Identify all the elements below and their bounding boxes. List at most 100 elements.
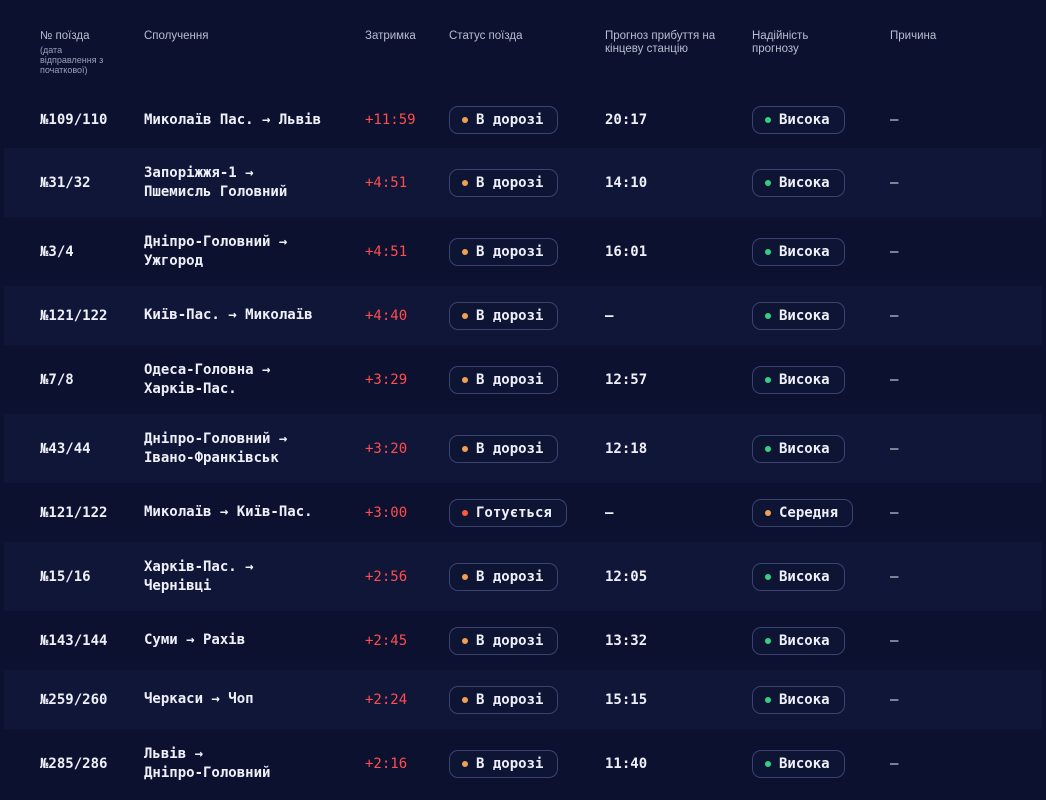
route: Одеса-Головна → Харків-Пас. <box>144 345 354 414</box>
table-row[interactable]: №121/122 Миколаїв → Київ-Пас. +3:00 Готу… <box>4 483 1042 542</box>
reliability-dot-icon <box>765 573 771 580</box>
reliability-badge: Висока <box>752 685 845 714</box>
delay-value: +3:29 <box>365 371 408 388</box>
eta-value: 12:05 <box>605 568 648 585</box>
table-row[interactable]: №15/16 Харків-Пас. → Чернівці +2:56 В дор… <box>4 542 1042 611</box>
reliability-cell: Висока <box>752 345 845 414</box>
reliability-badge: Висока <box>752 106 845 134</box>
eta-value: 20:17 <box>605 112 648 128</box>
reason-value: — <box>890 174 899 191</box>
reliability-label: Висока <box>779 371 830 388</box>
reliability-dot-icon <box>765 760 771 767</box>
status-label: В дорозі <box>476 440 544 457</box>
status-dot-icon <box>462 312 468 319</box>
header-eta: Прогноз прибуття на кінцеву станцію <box>605 30 716 55</box>
reliability-dot-icon <box>765 179 771 186</box>
route-line: Ужгород <box>144 252 204 269</box>
reliability-dot-icon <box>765 376 771 383</box>
delay-value: +4:40 <box>365 307 408 324</box>
status-dot-icon <box>462 248 468 255</box>
reason-value: — <box>890 440 899 457</box>
route: Черкаси → Чоп <box>144 670 354 729</box>
status-cell: В дорозі <box>449 611 559 670</box>
status-dot-icon <box>462 509 468 516</box>
reason-value: — <box>890 504 899 521</box>
status-cell: В дорозі <box>449 414 559 483</box>
delay-value: +2:24 <box>365 691 408 708</box>
status-label: В дорозі <box>476 243 544 260</box>
table-row[interactable]: №143/144 Суми → Рахів +2:45 В дорозі 13:… <box>4 611 1042 670</box>
status-cell: В дорозі <box>449 148 559 217</box>
train-number: №43/44 <box>40 440 91 457</box>
train-number: №285/286 <box>40 755 108 772</box>
train-number: №121/122 <box>40 307 108 324</box>
delay-value: +4:51 <box>365 243 408 260</box>
table-row[interactable]: №7/8 Одеса-Головна → Харків-Пас. +3:29 В … <box>4 345 1042 414</box>
table-row[interactable]: №31/32 Запоріжжя-1 → Пшемисль Головний +4… <box>4 148 1042 217</box>
delay-value: +4:51 <box>365 174 408 191</box>
route: Дніпро-Головний → Івано-Франківськ <box>144 414 354 483</box>
delay-value: +2:45 <box>365 632 408 649</box>
table-row[interactable]: №3/4 Дніпро-Головний → Ужгород +4:51 В до… <box>4 217 1042 286</box>
reliability-label: Висока <box>779 307 830 324</box>
status-cell: В дорозі <box>449 670 559 729</box>
reliability-badge: Висока <box>752 168 845 197</box>
reliability-label: Висока <box>779 691 830 708</box>
route-line: Львів → <box>144 745 204 762</box>
status-label: В дорозі <box>476 632 544 649</box>
reason-value: — <box>890 632 899 649</box>
route-line: Дніпро-Головний <box>144 764 271 781</box>
route-line: Київ-Пас. → Миколаїв <box>144 307 313 323</box>
table-row[interactable]: №109/110 Миколаїв Пас. → Львів +11:59 В … <box>4 92 1042 148</box>
status-cell: В дорозі <box>449 92 559 148</box>
status-label: В дорозі <box>476 755 544 772</box>
reason-value: — <box>890 755 899 772</box>
table-row[interactable]: №121/122 Київ-Пас. → Миколаїв +4:40 В до… <box>4 286 1042 345</box>
reliability-badge: Висока <box>752 301 845 330</box>
table-header: № поїзда (дата відправлення з початкової… <box>4 0 1042 92</box>
header-route: Сполучення <box>144 30 209 42</box>
reliability-badge: Висока <box>752 749 845 778</box>
reliability-dot-icon <box>765 445 771 452</box>
reliability-cell: Висока <box>752 92 845 148</box>
status-cell: В дорозі <box>449 542 559 611</box>
reliability-cell: Висока <box>752 542 845 611</box>
header-reliability: Надійність прогнозу <box>752 30 809 55</box>
eta-value: 12:18 <box>605 440 648 457</box>
route-line: Дніпро-Головний → <box>144 233 288 250</box>
status-cell: В дорозі <box>449 286 559 345</box>
reliability-label: Середня <box>779 504 839 521</box>
reason-value: — <box>890 112 899 128</box>
reliability-dot-icon <box>765 248 771 255</box>
route-line: Суми → Рахів <box>144 632 246 648</box>
train-number: №15/16 <box>40 568 91 585</box>
status-dot-icon <box>462 445 468 452</box>
reliability-cell: Висока <box>752 217 845 286</box>
table-row[interactable]: №285/286 Львів → Дніпро-Головний +2:16 В … <box>4 729 1042 798</box>
status-label: В дорозі <box>476 112 544 128</box>
reliability-label: Висока <box>779 112 830 128</box>
eta-value: — <box>605 504 614 521</box>
reliability-badge: Висока <box>752 562 845 591</box>
route-line: Чернівці <box>144 577 212 594</box>
status-dot-icon <box>462 696 468 703</box>
reliability-cell: Висока <box>752 611 845 670</box>
reliability-cell: Висока <box>752 670 845 729</box>
train-number: №109/110 <box>40 112 108 128</box>
status-label: В дорозі <box>476 174 544 191</box>
reliability-badge: Висока <box>752 434 845 463</box>
train-number: №143/144 <box>40 632 108 649</box>
reliability-badge: Висока <box>752 237 845 266</box>
eta-value: 11:40 <box>605 755 648 772</box>
route-line: Івано-Франківськ <box>144 449 279 466</box>
status-badge: В дорозі <box>449 685 559 714</box>
reliability-dot-icon <box>765 696 771 703</box>
table-row[interactable]: №43/44 Дніпро-Головний → Івано-Франківськ… <box>4 414 1042 483</box>
reliability-cell: Висока <box>752 414 845 483</box>
table-row[interactable]: №259/260 Черкаси → Чоп +2:24 В дорозі 15… <box>4 670 1042 729</box>
delay-value: +11:59 <box>365 112 416 128</box>
reliability-cell: Середня <box>752 483 854 542</box>
header-train-label: № поїзда <box>40 30 90 42</box>
status-label: В дорозі <box>476 307 544 324</box>
route: Харків-Пас. → Чернівці <box>144 542 354 611</box>
